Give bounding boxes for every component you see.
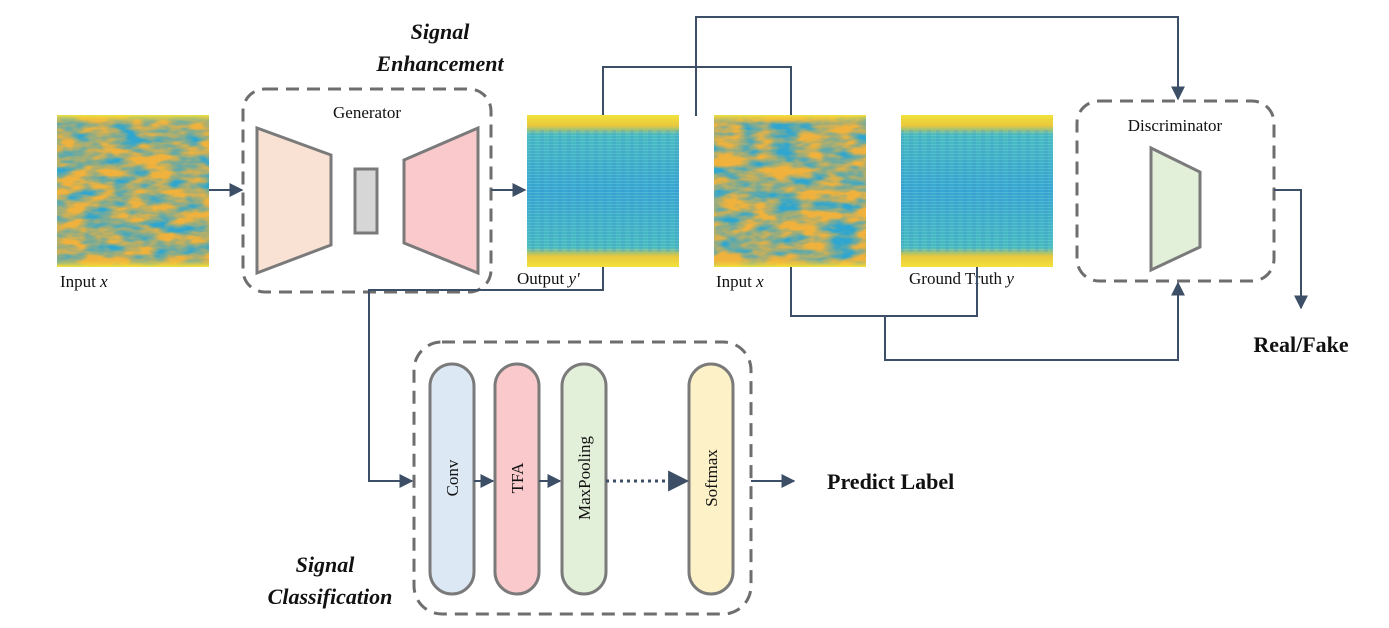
maxpooling-layer: [560, 362, 608, 596]
tfa-layer: [493, 362, 541, 596]
discriminator-shape: [1149, 145, 1202, 273]
arrow-output-to-classifier: [368, 267, 604, 488]
conv-label: Conv: [443, 459, 462, 496]
tfa-label: TFA: [508, 462, 527, 494]
discriminator-label: Discriminator: [1128, 116, 1223, 135]
enhancement-title-line2: Enhancement: [375, 51, 504, 76]
arrow-bottom-to-discriminator: [884, 281, 1185, 361]
connectors: [209, 16, 1308, 492]
input-spectrogram-1: [57, 115, 209, 267]
encoder-shape: [255, 125, 333, 276]
output-label: Output y': [517, 269, 580, 288]
classifier-box: [412, 340, 753, 616]
conv-layer: [428, 362, 476, 596]
ground-truth-spectrogram: [901, 115, 1053, 267]
input-label-2: Input x: [716, 272, 764, 291]
input-label-1: Input x: [60, 272, 108, 291]
decoder-shape: [402, 125, 480, 276]
ground-truth-label: Ground Truth y: [909, 269, 1014, 288]
softmax-label: Softmax: [702, 449, 721, 507]
output-spectrogram: [527, 115, 679, 267]
bottleneck-shape: [353, 167, 379, 235]
enhancement-title-line1: Signal: [411, 19, 471, 44]
predict-label: Predict Label: [827, 469, 954, 494]
generator-label: Generator: [333, 103, 401, 122]
real-fake-label: Real/Fake: [1253, 332, 1349, 357]
maxpooling-label: MaxPooling: [575, 435, 594, 520]
classification-title-line1: Signal: [296, 552, 356, 577]
line-output-input-bridge: [602, 66, 792, 115]
input-spectrogram-2: [714, 115, 866, 267]
arrow-discriminator-to-realfake: [1274, 189, 1308, 310]
classification-title-line2: Classification: [268, 584, 393, 609]
